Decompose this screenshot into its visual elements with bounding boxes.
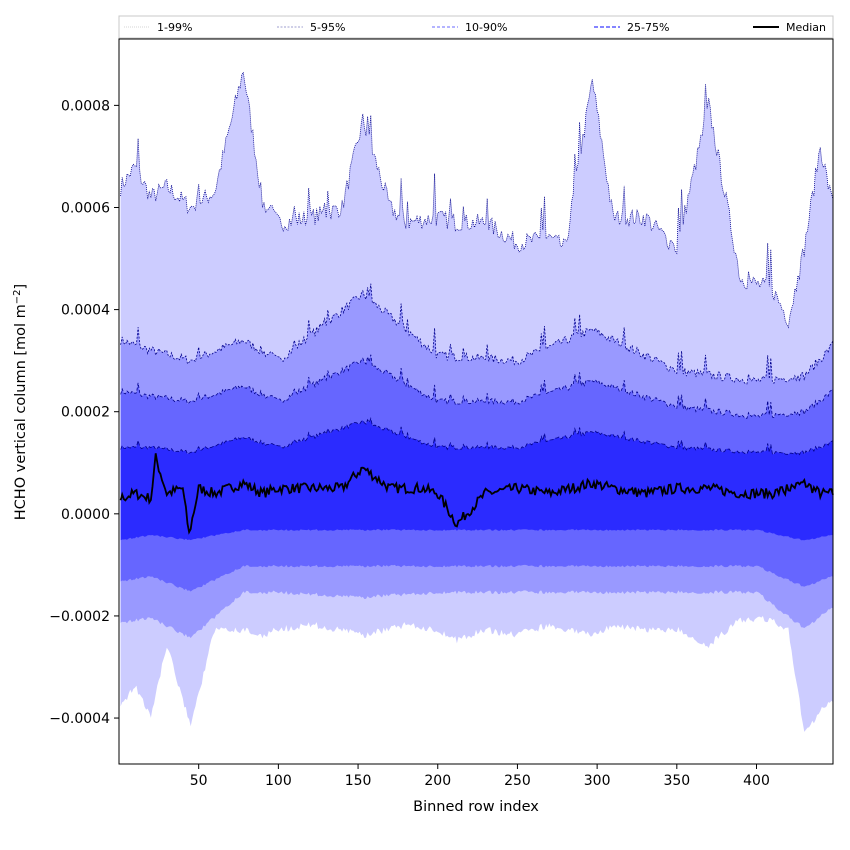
legend-label: 5-95% [310,21,345,34]
y-tick-label: 0.0006 [61,200,110,216]
y-axis-label: HCHO vertical column [mol m−2] [12,284,29,520]
x-tick-label: 250 [504,773,531,789]
x-tick-label: 200 [424,773,451,789]
x-axis-label: Binned row index [413,799,539,815]
legend-label: 10-90% [465,21,507,34]
band-10-90-upper-line [120,354,834,419]
y-tick-label: 0.0000 [61,507,110,523]
legend-label: 25-75% [627,21,669,34]
x-axis: 50 100 150 200 250 300 350 400 [190,764,770,789]
median-layer [119,453,834,535]
x-tick-label: 150 [345,773,372,789]
band-5-95-upper-line [120,283,834,385]
median-line [119,453,834,535]
x-tick-label: 350 [663,773,690,789]
x-tick-label: 400 [743,773,770,789]
y-tick-label: −0.0002 [49,609,110,625]
y-axis: 0.0008 0.0006 0.0004 0.0002 0.0000 −0.0002 −0.… [49,98,119,727]
legend-frame [118,15,834,39]
band-1-99-upper-line [120,71,834,329]
band-25-75-area [120,418,834,541]
x-tick-label: 300 [584,773,611,789]
legend-label: 1-99% [157,21,192,34]
y-tick-label: 0.0002 [61,405,110,421]
percentile-outlines [120,71,834,456]
y-tick-label: 0.0008 [61,98,110,114]
x-tick-label: 50 [190,773,208,789]
percentile-bands [120,72,834,732]
legend: 1-99% 5-95% 10-90% 25-75% Median [118,15,834,39]
y-tick-label: −0.0004 [49,711,110,727]
y-axis-label-close: ] [13,284,29,290]
plot-frame [118,38,834,765]
y-tick-label: 0.0004 [61,303,110,319]
legend-label: Median [786,21,826,34]
x-tick-label: 100 [265,773,292,789]
y-axis-label-text: HCHO vertical column [mol m [13,304,29,520]
y-axis-label-exponent: −2 [12,289,23,304]
band-25-75-upper-line [120,417,834,456]
